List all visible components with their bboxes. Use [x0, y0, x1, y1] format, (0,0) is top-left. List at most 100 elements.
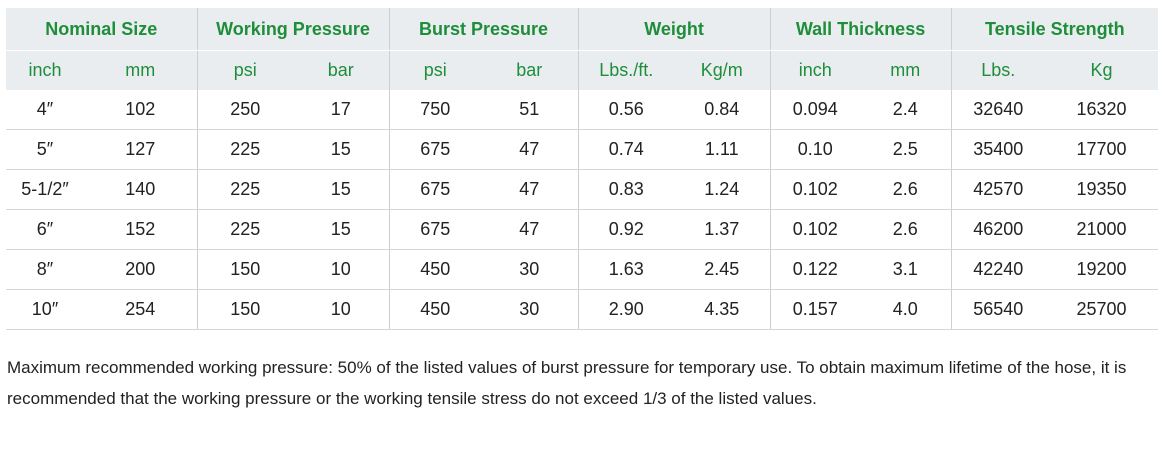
table-cell: 3.1 [860, 249, 952, 290]
table-cell: 127 [84, 129, 197, 170]
unit-header: mm [860, 50, 952, 90]
table-cell: 10″ [6, 289, 84, 330]
table-cell: 21000 [1045, 209, 1159, 250]
unit-header: Kg [1045, 50, 1159, 90]
table-cell: 0.122 [769, 249, 861, 290]
table-cell: 5″ [6, 129, 84, 170]
table-body: 4″ 102 250 17 750 51 0.56 0.84 0.094 2.4… [6, 90, 1159, 330]
table-row: 6″ 152 225 15 675 47 0.92 1.37 0.102 2.6… [6, 209, 1159, 250]
unit-header: mm [84, 50, 197, 90]
group-header-working-pressure: Working Pressure [196, 8, 390, 51]
table-cell: 35400 [950, 129, 1046, 170]
table-row: 8″ 200 150 10 450 30 1.63 2.45 0.122 3.1… [6, 249, 1159, 290]
table-cell: 250 [196, 90, 293, 130]
table-cell: 51 [481, 90, 579, 130]
table-cell: 1.37 [674, 209, 771, 250]
table-cell: 0.102 [769, 169, 861, 210]
footnote-text: Maximum recommended working pressure: 50… [7, 358, 1127, 408]
table-cell: 46200 [950, 209, 1046, 250]
table-row: 4″ 102 250 17 750 51 0.56 0.84 0.094 2.4… [6, 90, 1159, 130]
table-cell: 15 [293, 169, 390, 210]
table-cell: 0.74 [577, 129, 675, 170]
unit-header: Lbs./ft. [577, 50, 675, 90]
hose-spec-table: Nominal Size Working Pressure Burst Pres… [6, 8, 1159, 330]
table-cell: 4″ [6, 90, 84, 130]
table-cell: 5-1/2″ [6, 169, 84, 210]
table-cell: 17 [293, 90, 390, 130]
table-cell: 150 [196, 249, 293, 290]
table-cell: 225 [196, 209, 293, 250]
table-cell: 0.10 [769, 129, 861, 170]
group-header-burst-pressure: Burst Pressure [388, 8, 579, 51]
table-cell: 32640 [950, 90, 1046, 130]
table-cell: 30 [481, 249, 579, 290]
table-cell: 675 [388, 169, 482, 210]
table-cell: 25700 [1045, 289, 1159, 330]
unit-header: inch [769, 50, 861, 90]
table-cell: 42570 [950, 169, 1046, 210]
unit-header: psi [388, 50, 482, 90]
table-cell: 254 [84, 289, 197, 330]
table-cell: 56540 [950, 289, 1046, 330]
table-cell: 6″ [6, 209, 84, 250]
unit-header-row: inch mm psi bar psi bar Lbs./ft. Kg/m in… [6, 50, 1159, 90]
table-cell: 152 [84, 209, 197, 250]
table-cell: 140 [84, 169, 197, 210]
group-header-wall-thickness: Wall Thickness [769, 8, 952, 51]
table-cell: 1.63 [577, 249, 675, 290]
table-row: 5″ 127 225 15 675 47 0.74 1.11 0.10 2.5 … [6, 129, 1159, 170]
table-cell: 750 [388, 90, 482, 130]
group-header-row: Nominal Size Working Pressure Burst Pres… [6, 8, 1159, 51]
table-cell: 0.83 [577, 169, 675, 210]
table-cell: 1.11 [674, 129, 771, 170]
table-cell: 225 [196, 169, 293, 210]
table-row: 10″ 254 150 10 450 30 2.90 4.35 0.157 4.… [6, 289, 1159, 330]
table-cell: 450 [388, 249, 482, 290]
table-cell: 15 [293, 209, 390, 250]
table-cell: 10 [293, 289, 390, 330]
table-cell: 675 [388, 209, 482, 250]
table-cell: 1.24 [674, 169, 771, 210]
table-cell: 102 [84, 90, 197, 130]
table-cell: 19350 [1045, 169, 1159, 210]
table-cell: 2.5 [860, 129, 952, 170]
table-cell: 450 [388, 289, 482, 330]
table-cell: 0.56 [577, 90, 675, 130]
table-cell: 47 [481, 169, 579, 210]
table-cell: 47 [481, 129, 579, 170]
group-header-weight: Weight [577, 8, 771, 51]
table-cell: 47 [481, 209, 579, 250]
table-cell: 150 [196, 289, 293, 330]
table-cell: 0.92 [577, 209, 675, 250]
table-cell: 2.45 [674, 249, 771, 290]
unit-header: bar [481, 50, 579, 90]
table-cell: 4.35 [674, 289, 771, 330]
group-header-nominal-size: Nominal Size [6, 8, 197, 51]
unit-header: Kg/m [674, 50, 771, 90]
table-cell: 16320 [1045, 90, 1159, 130]
table-cell: 675 [388, 129, 482, 170]
table-cell: 8″ [6, 249, 84, 290]
table-row: 5-1/2″ 140 225 15 675 47 0.83 1.24 0.102… [6, 169, 1159, 210]
table-cell: 0.094 [769, 90, 861, 130]
table-cell: 0.102 [769, 209, 861, 250]
unit-header: Lbs. [950, 50, 1046, 90]
table-cell: 2.90 [577, 289, 675, 330]
table-cell: 4.0 [860, 289, 952, 330]
unit-header: psi [196, 50, 293, 90]
table-cell: 17700 [1045, 129, 1159, 170]
table-cell: 0.157 [769, 289, 861, 330]
unit-header: inch [6, 50, 84, 90]
table-cell: 19200 [1045, 249, 1159, 290]
table-cell: 15 [293, 129, 390, 170]
table-cell: 10 [293, 249, 390, 290]
table-cell: 2.6 [860, 169, 952, 210]
table-cell: 2.6 [860, 209, 952, 250]
table-cell: 225 [196, 129, 293, 170]
table-cell: 30 [481, 289, 579, 330]
table-cell: 2.4 [860, 90, 952, 130]
table-cell: 42240 [950, 249, 1046, 290]
group-header-tensile-strength: Tensile Strength [950, 8, 1159, 51]
table-cell: 200 [84, 249, 197, 290]
unit-header: bar [293, 50, 390, 90]
